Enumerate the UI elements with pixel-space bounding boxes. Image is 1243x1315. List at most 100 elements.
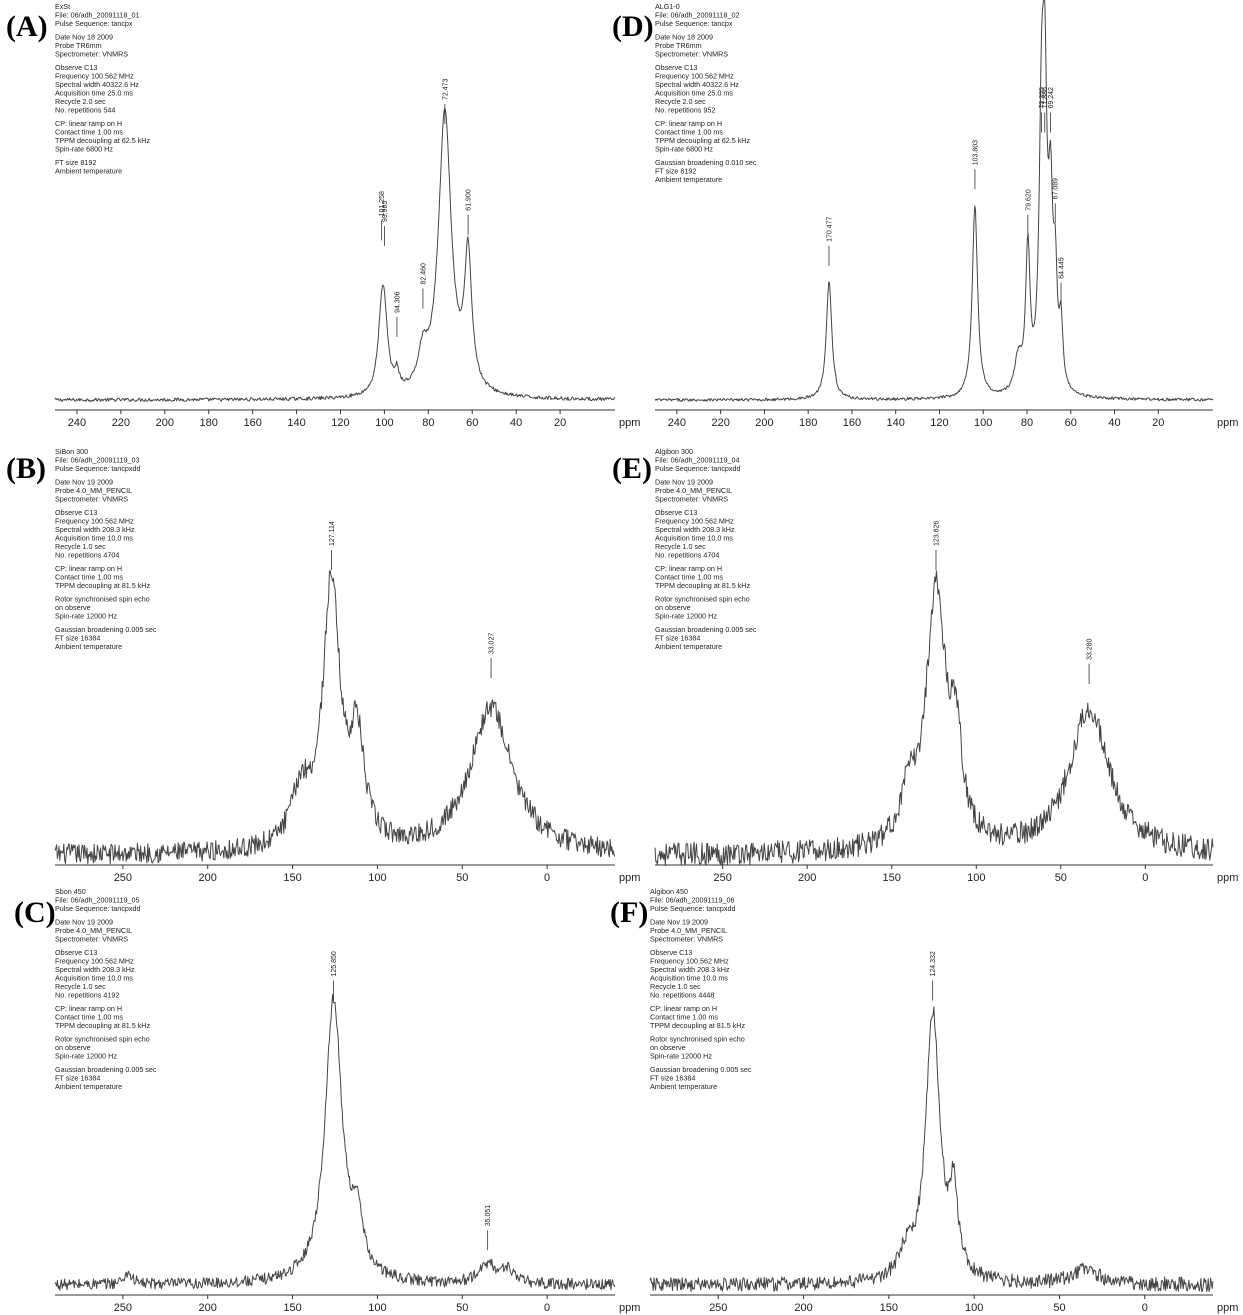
peak-label: 61.900 xyxy=(466,189,473,211)
header-line: Probe TR6mm xyxy=(655,41,702,50)
header-line: TPPM decoupling at 62.5 kHz xyxy=(55,136,150,145)
x-tick-label: 60 xyxy=(1065,417,1077,429)
header-line: Gaussian broadening 0.005 sec xyxy=(650,1065,752,1074)
peak-label: 101.258 xyxy=(379,191,386,216)
header-line: Contact time 1.00 ms xyxy=(55,1013,123,1022)
header-line: Frequency 100.562 MHz xyxy=(655,517,734,526)
x-unit-label: ppm xyxy=(619,872,640,884)
x-tick-label: 0 xyxy=(544,1302,550,1314)
header-line: File: 06/adh_20091118_02 xyxy=(655,11,739,20)
peak-label: 35.051 xyxy=(485,1205,492,1227)
x-tick-label: 240 xyxy=(668,417,686,429)
header-line: Spectral width 208.3 kHz xyxy=(55,525,135,534)
header-line: Ambient temperature xyxy=(55,1082,122,1091)
header-line: Frequency 100.562 MHz xyxy=(55,517,134,526)
x-tick-label: 120 xyxy=(930,417,948,429)
header-line: FT size 16384 xyxy=(55,1074,100,1083)
header-line: TPPM decoupling at 81.5 kHz xyxy=(655,581,750,590)
x-tick-label: 50 xyxy=(1053,1302,1065,1314)
spectrum-trace xyxy=(54,107,616,402)
header-line: Contact time 1.00 ms xyxy=(655,573,723,582)
x-tick-label: 40 xyxy=(510,417,522,429)
header-line: Gaussian broadening 0.010 sec xyxy=(655,158,757,167)
x-tick-label: 60 xyxy=(466,417,478,429)
header-line: Recycle 1.0 sec xyxy=(650,982,701,991)
header-line: Probe 4.0_MM_PENCIL xyxy=(55,926,132,935)
header-line: TPPM decoupling at 81.5 kHz xyxy=(55,581,150,590)
header-line: Spectrometer: VNMRS xyxy=(55,495,128,504)
header-line: Spectral width 40322.6 Hz xyxy=(655,80,739,89)
header-line: Recycle 2.0 sec xyxy=(55,97,106,106)
header-line: Gaussian broadening 0.005 sec xyxy=(55,625,157,634)
header-line: on observe xyxy=(655,603,691,612)
x-tick-label: 0 xyxy=(544,872,550,884)
header-line: Recycle 1.0 sec xyxy=(655,542,706,551)
x-tick-label: 20 xyxy=(1152,417,1164,429)
header-line: Observe C13 xyxy=(55,948,97,957)
x-unit-label: ppm xyxy=(1217,1302,1238,1314)
header-line: Date Nov 19 2009 xyxy=(55,918,113,927)
header-line: No. repetitions 4448 xyxy=(650,991,714,1000)
header-line: TPPM decoupling at 81.5 kHz xyxy=(55,1021,150,1030)
peak-label: 124.332 xyxy=(930,951,937,976)
x-tick-label: 250 xyxy=(713,872,731,884)
header-line: Rotor synchronised spin echo xyxy=(655,595,750,604)
header-line: Contact time 1.00 ms xyxy=(655,128,723,137)
header-line: Spectral width 208.3 kHz xyxy=(55,965,135,974)
header-line: Frequency 100.562 MHz xyxy=(655,72,734,81)
x-tick-label: 20 xyxy=(554,417,566,429)
header-line: TPPM decoupling at 81.5 kHz xyxy=(650,1021,745,1030)
header-line: File: 06/adh_20091119_03 xyxy=(55,456,139,465)
x-tick-label: 150 xyxy=(883,872,901,884)
peak-label: 72.473 xyxy=(442,78,449,100)
x-tick-label: 180 xyxy=(799,417,817,429)
peak-label: 103.803 xyxy=(972,140,979,165)
header-line: Pulse Sequence: tancpx xyxy=(655,19,733,28)
spectrum-trace xyxy=(649,1006,1214,1293)
header-line: Acquisition time 25.0 ms xyxy=(55,89,133,98)
x-tick-label: 140 xyxy=(287,417,305,429)
header-line: File: 06/adh_20091119_05 xyxy=(55,896,139,905)
x-tick-label: 140 xyxy=(887,417,905,429)
header-line: Contact time 1.00 ms xyxy=(650,1013,718,1022)
peak-label: 64.445 xyxy=(1059,257,1066,279)
header-line: Ambient temperature xyxy=(655,642,722,651)
x-tick-label: 240 xyxy=(68,417,86,429)
panel-letter: (C) xyxy=(14,896,56,929)
peak-label: 170.477 xyxy=(827,216,834,241)
x-unit-label: ppm xyxy=(619,417,640,429)
header-line: ALG1-0 xyxy=(655,2,680,11)
header-line: Spectrometer: VNMRS xyxy=(650,935,723,944)
header-line: Recycle 1.0 sec xyxy=(55,982,106,991)
header-line: Observe C13 xyxy=(655,63,697,72)
header-line: Spectrometer: VNMRS xyxy=(55,50,128,59)
header-line: Acquisition time 25.0 ms xyxy=(655,89,733,98)
header-line: No. repetitions 544 xyxy=(55,106,115,115)
spectrum-trace xyxy=(654,0,1214,402)
header-line: Rotor synchronised spin echo xyxy=(55,595,150,604)
header-line: Frequency 100.562 MHz xyxy=(55,957,134,966)
header-line: Observe C13 xyxy=(650,948,692,957)
header-line: Spectral width 208.3 kHz xyxy=(655,525,735,534)
header-line: CP: linear ramp on H xyxy=(650,1004,717,1013)
header-line: FT size 16384 xyxy=(650,1074,695,1083)
x-tick-label: 220 xyxy=(711,417,729,429)
header-line: Rotor synchronised spin echo xyxy=(650,1035,745,1044)
header-line: Spin-rate 12000 Hz xyxy=(55,1052,117,1061)
header-line: CP: linear ramp on H xyxy=(655,119,722,128)
header-line: Pulse Sequence: tancpxdd xyxy=(55,464,141,473)
x-tick-label: 50 xyxy=(456,872,468,884)
peak-label: 67.089 xyxy=(1053,178,1060,200)
header-line: CP: linear ramp on H xyxy=(55,1004,122,1013)
header-line: Date Nov 19 2009 xyxy=(655,478,713,487)
header-line: Spin-rate 6800 Hz xyxy=(55,145,113,154)
header-line: CP: linear ramp on H xyxy=(55,119,122,128)
header-line: No. repetitions 952 xyxy=(655,106,715,115)
x-tick-label: 160 xyxy=(843,417,861,429)
peak-label: 127.114 xyxy=(329,521,336,546)
header-line: Algibon 450 xyxy=(650,887,688,896)
header-line: File: 06/adh_20091119_06 xyxy=(650,896,734,905)
